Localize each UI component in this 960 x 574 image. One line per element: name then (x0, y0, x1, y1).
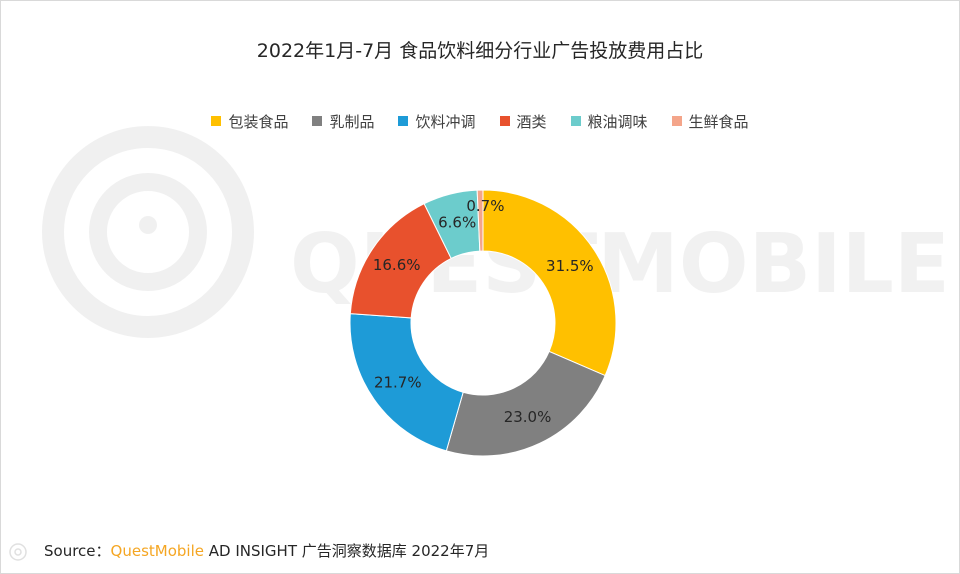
legend-item: 粮油调味 (570, 111, 648, 132)
legend-label: 生鲜食品 (688, 112, 749, 131)
source-prefix: Source： (44, 542, 111, 560)
watermark-logo-icon (42, 126, 254, 338)
donut-slice (482, 189, 617, 377)
legend-swatch (671, 116, 682, 126)
slice-label: 31.5% (546, 257, 594, 275)
source-line: Source：QuestMobile AD INSIGHT 广告洞察数据库 20… (44, 540, 489, 562)
legend-label: 饮料冲调 (415, 112, 476, 131)
legend-item: 乳制品 (312, 111, 374, 132)
donut-slice (476, 189, 484, 252)
slice-label: 23.0% (504, 408, 552, 426)
slice-label: 6.6% (438, 213, 476, 231)
legend-swatch (570, 116, 581, 126)
corner-watermark-icon (9, 543, 27, 561)
legend-swatch (211, 116, 222, 126)
slice-label: 16.6% (373, 256, 421, 274)
legend-label: 乳制品 (329, 112, 375, 131)
slice-label: 0.7% (466, 197, 504, 215)
donut-slice (349, 313, 464, 452)
slice-label: 21.7% (374, 374, 422, 392)
legend-swatch (312, 116, 323, 126)
source-suffix: AD INSIGHT 广告洞察数据库 2022年7月 (203, 542, 490, 560)
source-brand: QuestMobile (110, 542, 204, 560)
chart-legend: 包装食品 乳制品 饮料冲调 酒类 粮油调味 生鲜食品 (0, 110, 960, 132)
legend-item: 酒类 (499, 111, 547, 132)
legend-swatch (398, 116, 409, 126)
legend-item: 饮料冲调 (398, 111, 476, 132)
legend-item: 生鲜食品 (671, 111, 749, 132)
legend-swatch (499, 116, 510, 126)
legend-label: 包装食品 (228, 112, 289, 131)
chart-title: 2022年1月-7月 食品饮料细分行业广告投放费用占比 (256, 40, 704, 62)
legend-label: 粮油调味 (587, 112, 648, 131)
legend-item: 包装食品 (211, 111, 288, 132)
legend-label: 酒类 (516, 112, 547, 131)
donut-slice (445, 350, 606, 457)
